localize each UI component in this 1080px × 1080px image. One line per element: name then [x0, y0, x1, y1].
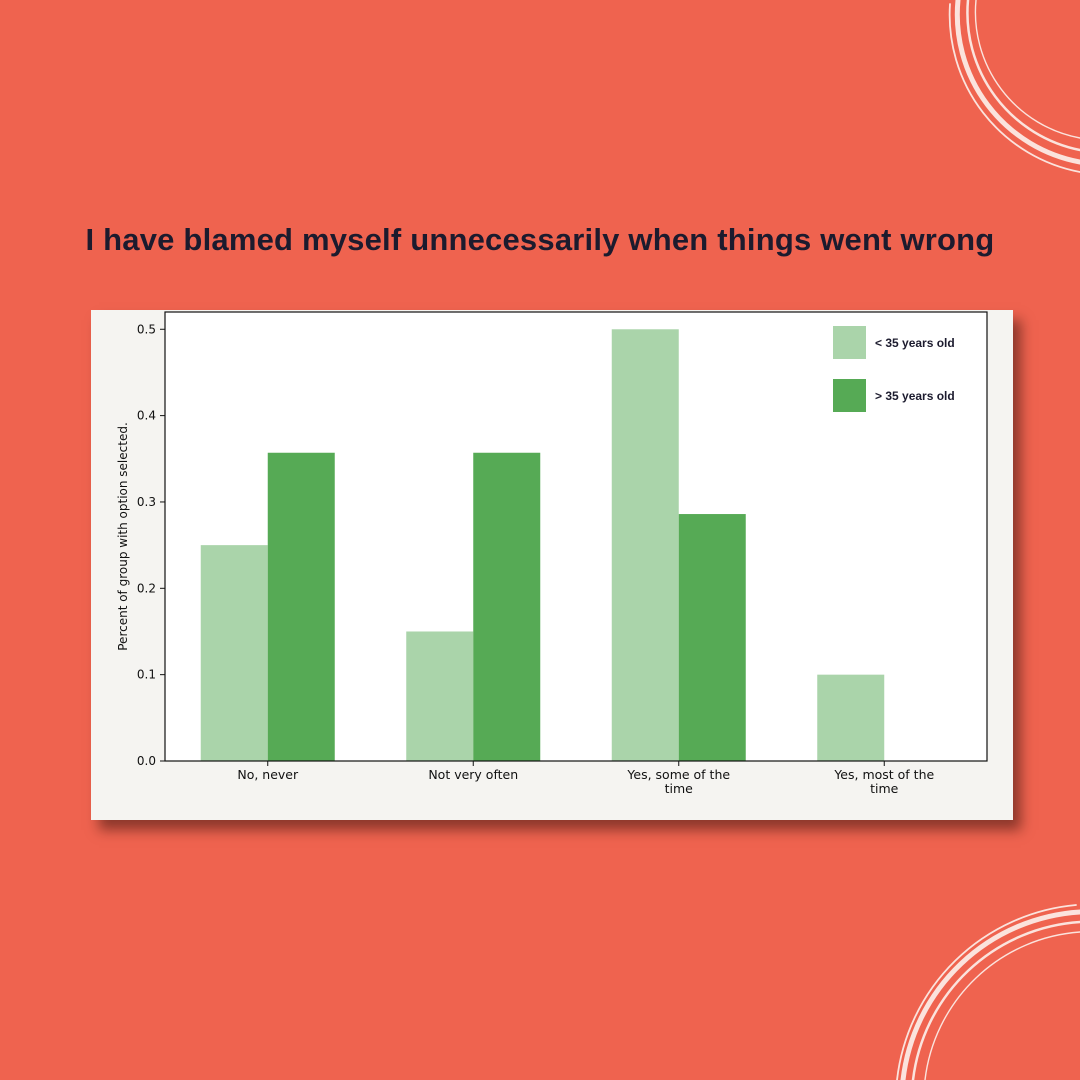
x-tick-label: Not very often: [428, 767, 518, 782]
legend-swatch: [833, 326, 866, 359]
chart-card: 0.0 0.1 0.2 0.3 0.4 0.5 No, never Not very ofte…: [91, 310, 1013, 820]
bar: [200, 545, 268, 761]
x-tick-label-line: No, never: [237, 767, 299, 782]
legend-label: > 35 years old: [875, 389, 955, 403]
y-tick-label: 0.5: [137, 322, 156, 336]
bar: [678, 514, 746, 761]
x-tick-label-line: Yes, most of the: [833, 767, 934, 782]
x-tick-label: Yes, some of the time: [626, 767, 730, 796]
y-tick-label: 0.2: [137, 581, 156, 595]
y-tick-label: 0.4: [137, 409, 156, 423]
y-tick-label: 0.0: [137, 754, 156, 768]
x-tick-label-line: time: [665, 781, 694, 796]
y-axis-label: Percent of group with option selected.: [116, 422, 130, 651]
bar: [817, 674, 885, 761]
bar: [267, 452, 335, 761]
y-tick-label: 0.1: [137, 668, 156, 682]
x-tick-label-line: Yes, some of the: [626, 767, 730, 782]
bar-chart: 0.0 0.1 0.2 0.3 0.4 0.5 No, never Not very ofte…: [116, 311, 988, 796]
x-tick-label-line: Not very often: [428, 767, 518, 782]
x-tick-label: No, never: [237, 767, 299, 782]
axes-frame: [164, 311, 988, 762]
bar: [611, 329, 679, 761]
x-tick-label: Yes, most of the time: [833, 767, 934, 796]
y-tick-label: 0.3: [137, 495, 156, 509]
legend-label: < 35 years old: [875, 336, 955, 350]
legend-swatch: [833, 379, 866, 412]
chart-title: I have blamed myself unnecessarily when …: [85, 222, 995, 257]
x-tick-label-line: time: [870, 781, 899, 796]
bar: [473, 452, 541, 761]
bar: [406, 631, 474, 761]
